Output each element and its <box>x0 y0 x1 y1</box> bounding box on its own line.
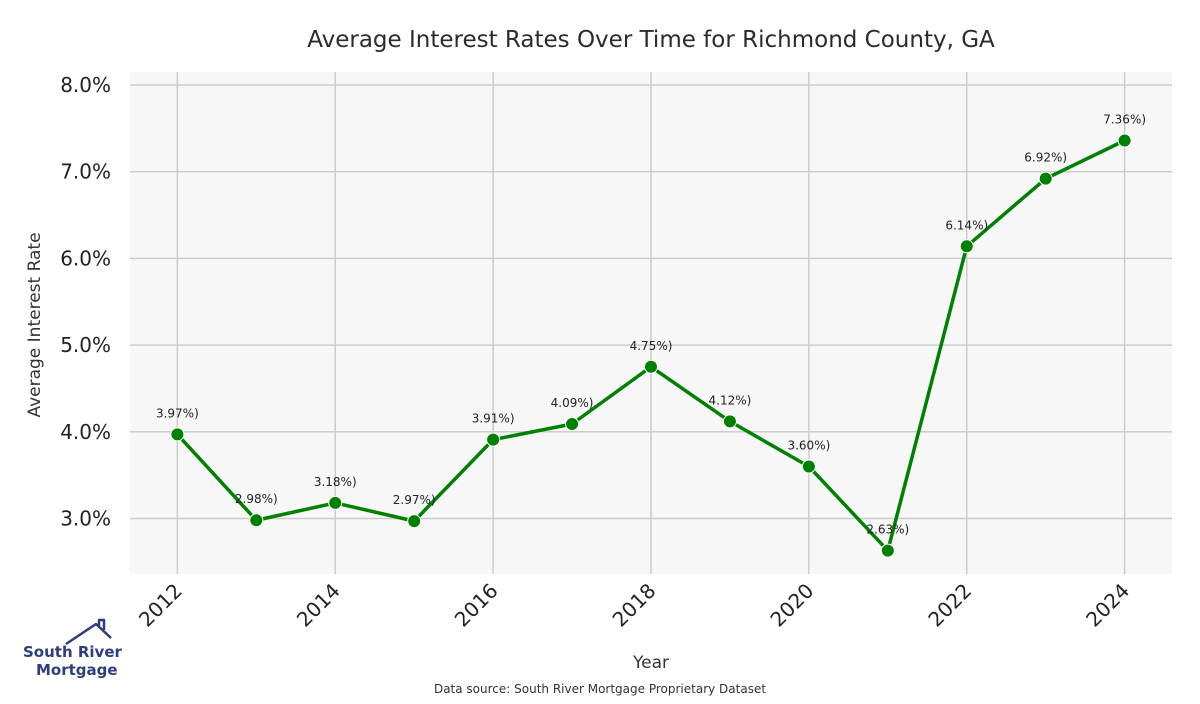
logo: South River Mortgage <box>23 618 123 679</box>
x-tick-label: 2014 <box>292 579 345 632</box>
data-point <box>880 543 895 558</box>
data-label: 3.91%) <box>472 412 515 426</box>
data-label: 2.63%) <box>866 523 909 537</box>
x-tick-label: 2022 <box>923 579 976 632</box>
data-label: 4.75%) <box>630 339 673 353</box>
data-point <box>565 417 580 432</box>
data-label: 6.14%) <box>945 218 988 232</box>
x-tick-label: 2024 <box>1081 579 1134 632</box>
y-tick-label: 5.0% <box>60 333 111 357</box>
data-label: 3.18%) <box>314 475 357 489</box>
house-roof-icon <box>65 618 112 646</box>
data-point <box>249 513 264 528</box>
data-point <box>722 414 737 429</box>
y-tick-label: 8.0% <box>60 73 111 97</box>
data-point <box>407 514 422 529</box>
y-axis-label: Average Interest Rate <box>25 232 45 417</box>
data-point <box>959 239 974 254</box>
data-label: 3.97%) <box>156 406 199 420</box>
data-point <box>801 459 816 474</box>
data-point <box>1038 171 1053 186</box>
data-point <box>170 427 185 442</box>
y-tick-label: 6.0% <box>60 246 111 270</box>
data-label: 2.98%) <box>235 492 278 506</box>
data-labels: 3.97%) 2.98%) 3.18%) 2.97%) 3.91%) 4.09%) 4.75… <box>156 112 1146 536</box>
data-label: 4.09%) <box>551 396 594 410</box>
x-axis-ticks: 2012 2014 2016 2018 2020 2022 2024 <box>134 579 1134 632</box>
series <box>170 133 1132 558</box>
data-point <box>644 359 658 374</box>
x-tick-label: 2012 <box>134 579 187 632</box>
data-label: 2.97%) <box>393 493 436 507</box>
data-point <box>328 495 343 510</box>
data-label: 4.12%) <box>709 393 752 407</box>
chart-title: Average Interest Rates Over Time for Ric… <box>307 27 995 53</box>
x-tick-label: 2020 <box>765 579 818 632</box>
data-label: 7.36%) <box>1103 112 1146 126</box>
grid <box>130 72 1172 574</box>
y-axis-ticks: 3.0% 4.0% 5.0% 6.0% 7.0% 8.0% <box>60 73 111 531</box>
x-tick-label: 2016 <box>450 579 503 632</box>
source-note: Data source: South River Mortgage Propri… <box>434 682 766 696</box>
data-label: 6.92%) <box>1024 151 1067 165</box>
y-tick-label: 3.0% <box>60 507 111 531</box>
data-point <box>486 432 501 447</box>
y-tick-label: 7.0% <box>60 160 111 184</box>
logo-text-line1: South River <box>23 643 123 661</box>
x-tick-label: 2018 <box>608 579 661 632</box>
data-point <box>1117 133 1132 148</box>
logo-text-line2: Mortgage <box>36 661 118 679</box>
x-axis-label: Year <box>632 653 669 673</box>
y-tick-label: 4.0% <box>60 420 111 444</box>
data-label: 3.60%) <box>787 438 830 452</box>
